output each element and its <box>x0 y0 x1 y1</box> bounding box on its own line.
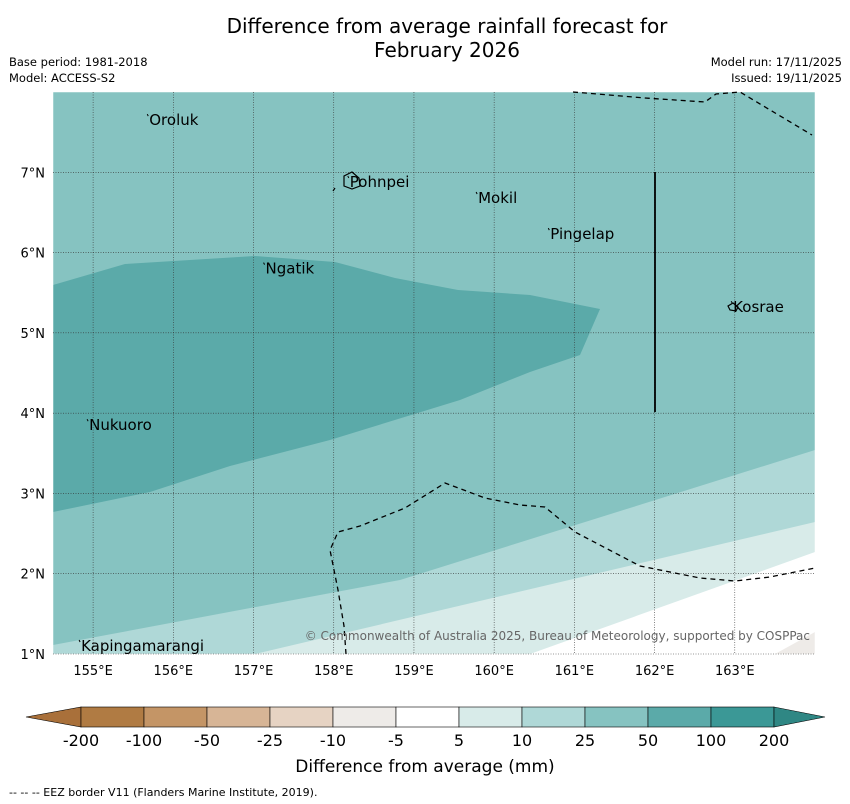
place-label: Ngatik <box>266 260 315 278</box>
title-line-2: February 2026 <box>374 38 520 62</box>
legend-title: Difference from average (mm) <box>295 757 554 777</box>
kosrae-island <box>727 302 739 312</box>
reef-mark-pohnpei <box>332 187 336 192</box>
lat-tick-label: 7°N <box>21 166 46 181</box>
lon-tick-label: 155°E <box>73 664 113 679</box>
lat-tick-label: 6°N <box>21 247 46 262</box>
lon-tick-label: 162°E <box>635 664 675 679</box>
run-info: Model run: 17/11/2025 Issued: 19/11/2025 <box>711 54 842 86</box>
place-marker <box>86 418 89 422</box>
lon-tick-label: 163°E <box>715 664 755 679</box>
place-label: Kosrae <box>733 298 784 316</box>
lon-tick-label: 158°E <box>314 664 354 679</box>
place-label: Nukuoro <box>89 416 152 434</box>
lon-tick-label: 156°E <box>154 664 194 679</box>
lat-tick-label: 2°N <box>21 568 46 583</box>
colorbar-tick-label: 200 <box>759 731 790 750</box>
fill-neutral <box>530 552 815 654</box>
place-label: Oroluk <box>149 111 198 129</box>
place-marker <box>146 113 149 117</box>
colorbar-tick-label: 100 <box>696 731 727 750</box>
colorbar-tick-label: 50 <box>638 731 658 750</box>
rainfall-fill-layer <box>53 92 815 654</box>
colorbar-segment <box>521 706 586 728</box>
colorbar-tick-label: 25 <box>575 731 595 750</box>
lat-tick-label: 5°N <box>21 327 46 342</box>
colorbar-segment <box>710 706 775 728</box>
eez-border-south <box>329 482 816 655</box>
issued-date: Issued: 19/11/2025 <box>731 71 842 85</box>
fill-minus-5-10 <box>775 632 815 654</box>
lat-tick-label: 1°N <box>21 648 46 663</box>
pohnpei-island <box>343 171 361 190</box>
eez-borders <box>329 91 816 655</box>
colorbar-segment <box>269 706 334 728</box>
eez-footnote: -- -- -- EEZ border V11 (Flanders Marine… <box>9 786 318 799</box>
islands <box>332 171 739 312</box>
lon-tick-label: 159°E <box>394 664 434 679</box>
colorbar-legend: -200 -100 -50 -25 -10 -5 5 10 25 50 100 200 <box>25 706 826 750</box>
lat-tick-label: 3°N <box>21 487 46 502</box>
colorbar-tick-label: -50 <box>194 731 220 750</box>
colorbar-tick-label: -200 <box>63 731 99 750</box>
colorbar-tick-label: -100 <box>126 731 162 750</box>
title-line-1: Difference from average rainfall forecas… <box>226 14 668 38</box>
place-label: Mokil <box>478 189 517 207</box>
lon-tick-label: 160°E <box>474 664 514 679</box>
place-marker <box>347 175 350 179</box>
colorbar-segment <box>458 706 523 728</box>
base-period: Base period: 1981-2018 <box>9 55 148 69</box>
place-marker <box>78 639 81 643</box>
colorbar-segment <box>647 706 712 728</box>
place-label: Pingelap <box>550 225 614 243</box>
copyright-notice: © Commonwealth of Australia 2025, Bureau… <box>305 629 810 643</box>
colorbar-extend-low <box>25 706 82 728</box>
colorbar-tick-label: 10 <box>512 731 532 750</box>
colorbar-segment <box>332 706 397 728</box>
colorbar-tick-label: 5 <box>454 731 464 750</box>
graticule <box>53 92 815 655</box>
colorbar-tick-label: -5 <box>388 731 404 750</box>
colorbar-segment <box>206 706 271 728</box>
model-name: Model: ACCESS-S2 <box>9 71 116 85</box>
model-info: Base period: 1981-2018 Model: ACCESS-S2 <box>9 54 148 86</box>
place-marker <box>475 191 478 195</box>
place-label: Pohnpei <box>350 173 410 191</box>
fill-50-100 <box>53 256 600 512</box>
eez-border-north <box>572 91 813 136</box>
place-marker <box>263 262 266 265</box>
place-labels: Oroluk Pohnpei Mokil Pingelap Ngatik Kosrae Nu… <box>78 111 784 655</box>
colorbar-segment <box>143 706 208 728</box>
colorbar-segment <box>584 706 649 728</box>
colorbar-segment <box>80 706 145 728</box>
colorbar-tick-label: -10 <box>320 731 346 750</box>
lon-tick-label: 157°E <box>234 664 274 679</box>
chart-title: Difference from average rainfall forecas… <box>0 14 850 62</box>
axis-tick-labels: 155°E 156°E 157°E 158°E 159°E 160°E 161°E 162°E… <box>21 166 755 679</box>
colorbar-segment <box>395 706 460 728</box>
colorbar-tick-label: -25 <box>257 731 283 750</box>
place-label: Kapingamarangi <box>81 637 204 655</box>
place-marker <box>730 300 733 304</box>
model-run: Model run: 17/11/2025 <box>710 55 842 69</box>
place-marker <box>547 227 550 231</box>
lon-tick-label: 161°E <box>555 664 595 679</box>
lat-tick-label: 4°N <box>21 407 46 422</box>
colorbar-extend-high <box>773 706 826 728</box>
